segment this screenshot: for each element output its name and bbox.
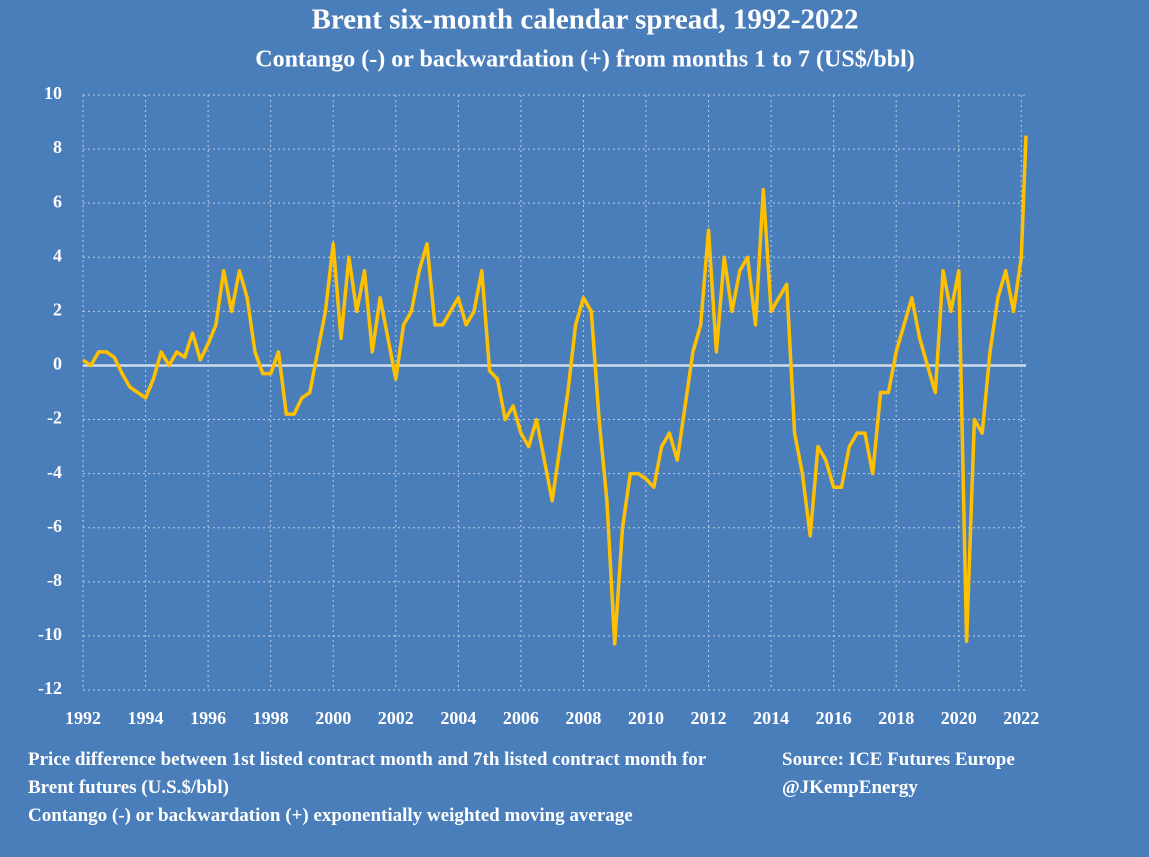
chart-subtitle: Contango (-) or backwardation (+) from m…: [255, 47, 914, 73]
y-tick-label: -2: [47, 408, 62, 428]
x-tick-label: 2002: [378, 708, 414, 728]
y-tick-label: 2: [53, 299, 62, 319]
x-tick-label: 2010: [628, 708, 664, 728]
y-tick-label: -4: [47, 462, 62, 482]
y-tick-label: 10: [44, 83, 62, 103]
x-tick-label: 2008: [565, 708, 601, 728]
source: Source: ICE Futures Europe @JKempEnergy: [782, 746, 1122, 802]
x-tick-label: 2022: [1003, 708, 1039, 728]
y-tick-label: 0: [53, 354, 62, 374]
x-tick-label: 2016: [816, 708, 852, 728]
series-line: [81, 135, 1028, 646]
x-tick-label: 1998: [253, 708, 289, 728]
x-tick-label: 2012: [691, 708, 727, 728]
y-tick-label: -6: [47, 516, 62, 536]
x-tick-label: 1994: [128, 708, 164, 728]
source-line: @JKempEnergy: [782, 777, 918, 798]
y-tick-label: -12: [38, 678, 62, 698]
x-tick-label: 2018: [878, 708, 914, 728]
x-tick-label: 2000: [315, 708, 351, 728]
x-tick-label: 2004: [440, 708, 476, 728]
note: Price difference between 1st listed cont…: [28, 749, 706, 798]
y-tick-label: -8: [47, 570, 62, 590]
chart-title: Brent six-month calendar spread, 1992-20…: [312, 4, 859, 36]
y-tick-label: 8: [53, 137, 62, 157]
note: Contango (-) or backwardation (+) expone…: [28, 805, 633, 826]
source-line: Source: ICE Futures Europe: [782, 749, 1015, 770]
x-tick-label: 1996: [190, 708, 226, 728]
y-tick-label: -10: [38, 624, 62, 644]
y-tick-label: 6: [53, 191, 62, 211]
x-tick-label: 1992: [65, 708, 101, 728]
x-tick-label: 2014: [753, 708, 789, 728]
x-tick-label: 2006: [503, 708, 539, 728]
x-tick-label: 2020: [941, 708, 977, 728]
notes: Price difference between 1st listed cont…: [28, 746, 728, 830]
y-tick-label: 4: [53, 245, 62, 265]
